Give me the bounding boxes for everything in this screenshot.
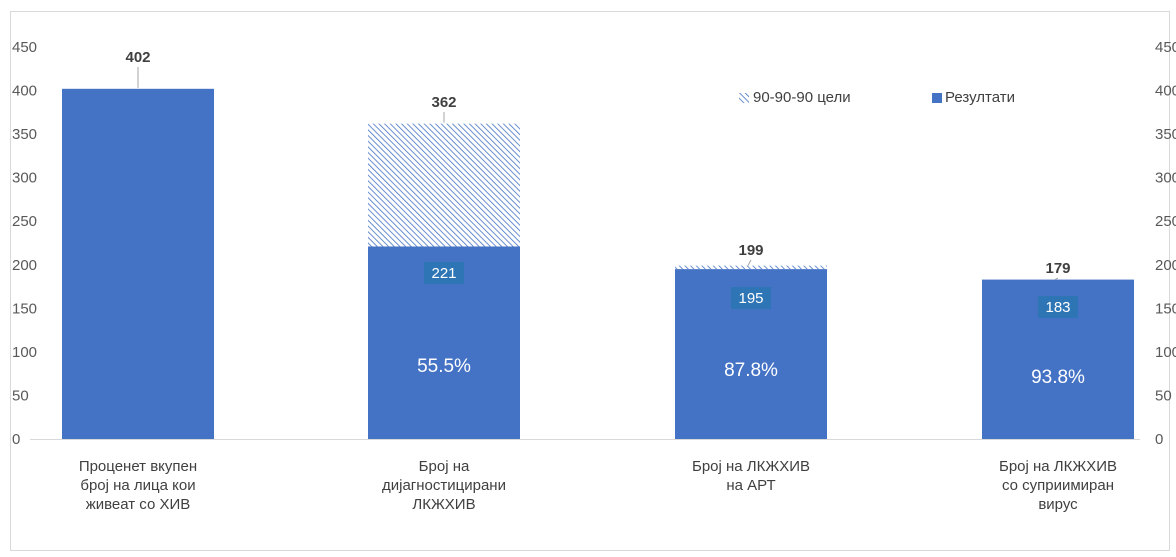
y-tick-label: 250 [12,213,37,230]
percent-label: 93.8% [1031,367,1085,388]
target-value-label: 402 [125,49,150,66]
y-axis-right: 0 50 100 150 200 250 300 350 400 450 [1155,39,1176,448]
target-bar [675,265,827,270]
legend-label: Резултати [945,89,1015,106]
y-tick-label-right: 400 [1155,83,1176,100]
result-label-box [731,287,771,309]
y-tick-label: 200 [12,257,37,274]
leader-line [747,259,752,266]
y-tick-label-right: 0 [1155,431,1163,448]
y-axis-left: 0 50 100 150 200 250 300 350 400 450 [12,39,37,448]
percent-label: 87.8% [724,360,778,381]
y-tick-label: 450 [12,39,37,56]
target-value-label: 179 [1045,260,1070,277]
leader-line [1054,277,1059,281]
target-value-label: 199 [738,242,763,259]
result-value-label: 183 [1045,299,1070,316]
hatch-swatch-icon [739,92,749,103]
y-tick-label-right: 150 [1155,300,1176,317]
result-value-label: 221 [431,265,456,282]
legend-item-targets: 90-90-90 цели [738,89,851,106]
target-value-label: 362 [431,94,456,111]
y-tick-label-right: 350 [1155,126,1176,143]
category-label: Број на ЛКЖХИВ со суприимиран вирус [998,458,1118,513]
category-label: Проценет вкупен број на лица кои живеат … [78,458,198,513]
y-tick-label-right: 50 [1155,387,1172,404]
y-tick-label-right: 100 [1155,344,1176,361]
y-tick-label-right: 250 [1155,213,1176,230]
legend-label: 90-90-90 цели [753,89,851,106]
result-label-box [1038,296,1078,318]
y-tick-label: 400 [12,83,37,100]
y-tick-label: 300 [12,170,37,187]
bars [30,88,1140,440]
y-tick-label: 150 [12,300,37,317]
category-label: Број на ЛКЖХИВ на АРТ [691,458,811,494]
percent-label: 55.5% [417,356,471,377]
target-bar [368,123,520,247]
result-label-box [424,262,464,284]
result-value-label: 195 [738,290,763,307]
legend-item-results: Резултати [932,89,1015,106]
y-tick-label: 0 [12,431,20,448]
y-tick-label: 100 [12,344,37,361]
data-labels: 402 362 199 179 221 195 183 55.5% 87.8% 93.8% [125,49,1085,388]
y-tick-label: 350 [12,126,37,143]
solid-swatch-icon [932,92,942,103]
y-tick-label: 50 [12,387,29,404]
y-tick-label-right: 300 [1155,170,1176,187]
y-tick-label-right: 200 [1155,257,1176,274]
y-tick-label-right: 450 [1155,39,1176,56]
chart-frame [10,11,1170,551]
category-label: Број на дијагностицирани ЛКЖХИВ [382,458,506,513]
result-bar [62,88,214,440]
